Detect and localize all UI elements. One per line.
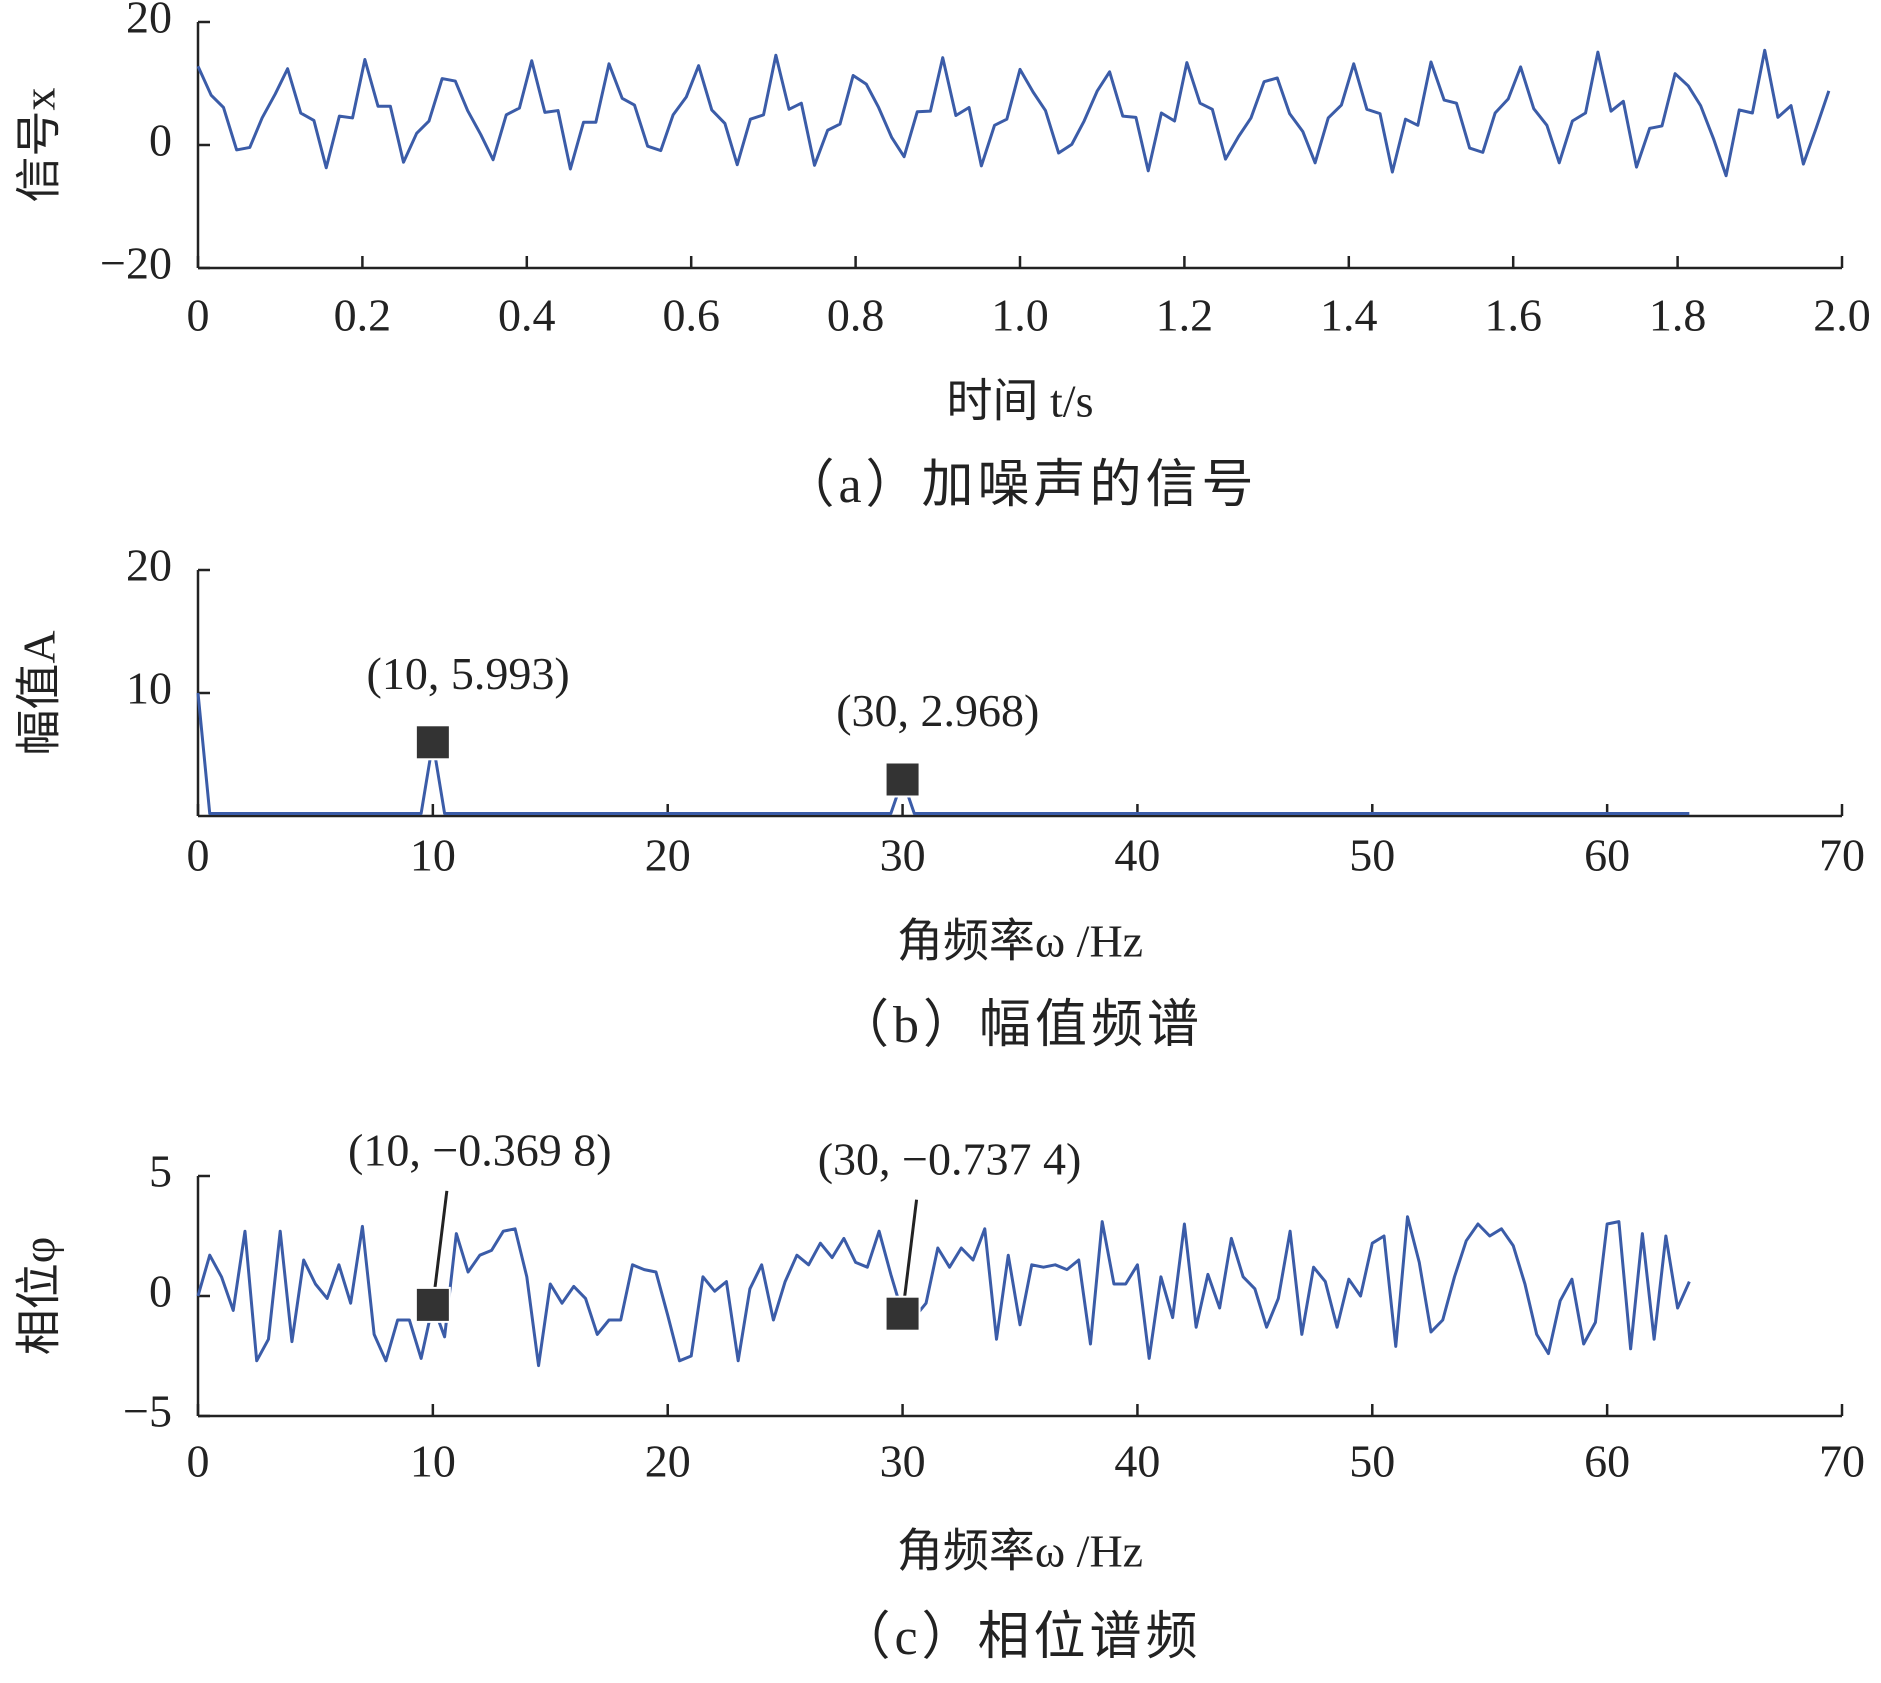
x-tick-label: 2.0 [1813,290,1871,341]
leader-line [901,1199,919,1314]
x-tick-label: 30 [880,830,926,881]
data-line [196,692,1690,816]
y-tick-label: 0 [149,1266,172,1317]
x-tick-label: 0.2 [334,290,392,341]
x-tick-label: 10 [410,830,456,881]
x-tick-label: 70 [1819,1436,1865,1487]
x-tick-label: 30 [880,1436,926,1487]
x-tick-label: 50 [1349,830,1395,881]
x-tick-label: 70 [1819,830,1865,881]
x-tick-label: 0 [187,1436,210,1487]
x-tick-label: 60 [1584,1436,1630,1487]
x-tick-label: 0.6 [662,290,720,341]
x-axis-label: 角频率ω /Hz [897,916,1143,967]
x-tick-label: 0.8 [827,290,885,341]
y-axis-label: 幅值A [14,630,65,755]
y-tick-label: 20 [126,0,172,43]
caption: （c）相位谱频 [838,1609,1201,1666]
y-tick-label: 10 [126,663,172,714]
y-tick-label: 0 [149,115,172,166]
x-tick-label: 20 [645,1436,691,1487]
y-tick-label: 20 [126,540,172,591]
y-axis-label: 信号x [14,88,65,203]
y-tick-label: −5 [123,1386,172,1437]
caption: （a）加噪声的信号 [782,457,1257,514]
x-tick-label: 1.2 [1156,290,1214,341]
data-line [196,48,1831,178]
y-tick-label: 5 [149,1146,172,1197]
x-tick-label: 0 [187,830,210,881]
caption: （b）幅值频谱 [837,997,1203,1054]
point-marker [884,761,921,798]
x-tick-label: 50 [1349,1436,1395,1487]
x-tick-label: 1.0 [991,290,1049,341]
x-tick-label: 0 [187,290,210,341]
x-tick-label: 20 [645,830,691,881]
point-marker [414,1286,451,1323]
annotation: (10, −0.369 8) [348,1124,612,1175]
x-tick-label: 40 [1114,830,1160,881]
x-tick-label: 40 [1114,1436,1160,1487]
x-tick-label: 0.4 [498,290,556,341]
annotation: (10, 5.993) [367,648,570,699]
leader-line [431,1190,449,1306]
point-marker [414,724,451,761]
x-tick-label: 10 [410,1436,456,1487]
annotation: (30, 2.968) [836,685,1039,736]
x-tick-label: 1.6 [1484,290,1542,341]
x-tick-label: 1.8 [1649,290,1707,341]
x-tick-label: 1.4 [1320,290,1378,341]
point-marker [884,1295,921,1332]
x-axis-label: 角频率ω /Hz [897,1526,1143,1577]
x-tick-label: 60 [1584,830,1630,881]
x-axis-label: 时间 t/s [947,376,1094,427]
annotation: (30, −0.737 4) [818,1133,1082,1184]
y-axis-label: 相位φ [14,1237,65,1356]
y-tick-label: −20 [100,238,172,289]
